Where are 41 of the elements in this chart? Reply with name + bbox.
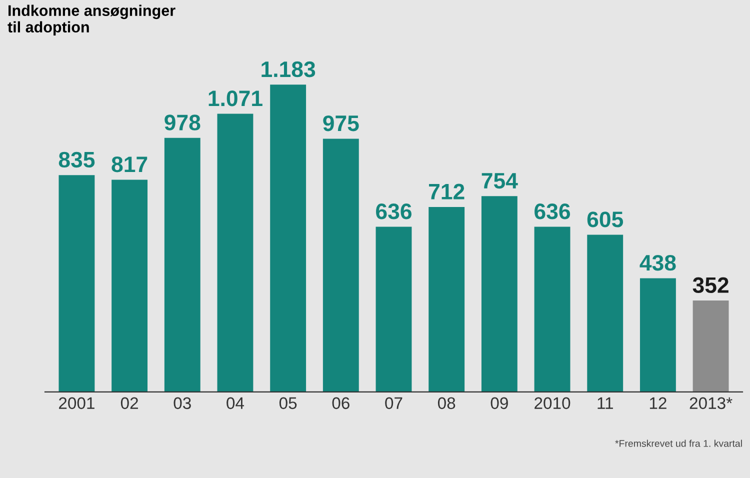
bar [587, 234, 624, 392]
bar [270, 84, 306, 392]
data-label: 712 [429, 184, 464, 200]
text: *Fremskrevet ud fra 1. kvartal [615, 440, 742, 447]
x-tick-label: 07 [385, 397, 402, 410]
data-label: 754 [482, 173, 518, 189]
data-label: 438 [640, 254, 676, 271]
bar [322, 138, 359, 392]
x-tick-label: 12 [650, 397, 666, 409]
x-tick-label: 2001 [59, 397, 94, 410]
x-tick-label: 02 [120, 397, 138, 410]
bar [692, 300, 729, 392]
x-tick-label: 11 [598, 397, 613, 409]
data-label: 817 [112, 156, 148, 172]
data-label: 352 [692, 277, 728, 294]
bar [640, 278, 676, 392]
bar [376, 226, 412, 392]
bar [58, 175, 95, 392]
x-tick-label: 06 [332, 397, 350, 410]
bar [481, 196, 518, 392]
x-tick-label: 09 [490, 397, 508, 410]
data-label: 978 [164, 114, 200, 130]
data-label: 975 [323, 115, 359, 132]
data-label: 1.183 [262, 61, 316, 78]
chart-title: Indkomne ansøgninger til adoption [8, 4, 176, 36]
bar [217, 114, 254, 392]
data-label: 605 [587, 212, 624, 228]
bar [112, 180, 148, 392]
bar [164, 138, 200, 392]
data-label: 1.071 [208, 90, 262, 106]
x-tick-label: 03 [174, 397, 191, 410]
x-tick-label: 2013* [690, 397, 732, 410]
bar [534, 226, 570, 392]
x-tick-label: 05 [279, 397, 297, 410]
x-tick-label: 04 [226, 397, 244, 410]
bar [428, 207, 465, 392]
data-label: 636 [534, 204, 570, 220]
x-tick-label: 08 [438, 397, 456, 410]
x-tick-label: 2010 [534, 397, 570, 410]
data-label: 835 [58, 152, 95, 168]
data-label: 636 [376, 204, 412, 220]
